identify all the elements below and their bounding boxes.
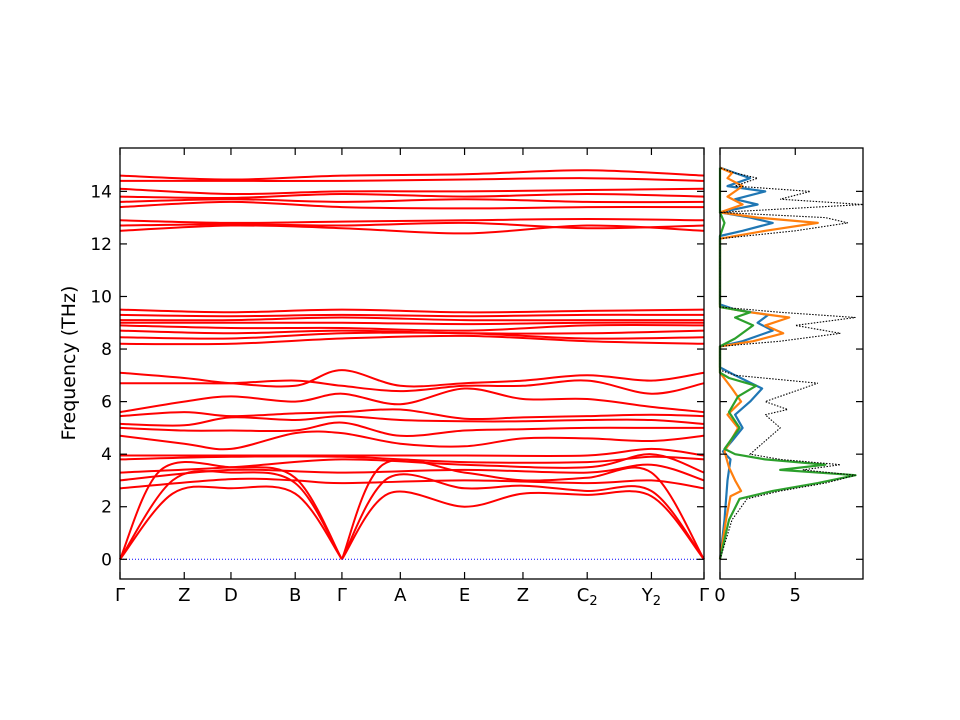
high-symmetry-label: B bbox=[289, 585, 301, 606]
phonon-branch-19 bbox=[119, 334, 705, 346]
band-plot-area bbox=[119, 169, 705, 560]
high-symmetry-label: D bbox=[224, 585, 238, 606]
high-symmetry-label: A bbox=[394, 585, 407, 606]
high-symmetry-label: Y2 bbox=[641, 585, 661, 609]
phonon-branch-34 bbox=[119, 177, 705, 182]
phonon-branch-28 bbox=[119, 221, 705, 230]
y-tick-label: 14 bbox=[90, 182, 112, 202]
y-tick-label: 12 bbox=[90, 235, 112, 255]
phonon-branch-9 bbox=[119, 453, 705, 474]
high-symmetry-label: C2 bbox=[577, 585, 598, 609]
dos-plot-frame bbox=[719, 147, 864, 580]
phonon-branch-21 bbox=[119, 329, 705, 335]
phonon-branch-2 bbox=[119, 469, 343, 560]
phonon-branch-24 bbox=[119, 316, 704, 322]
phonon-branch-14 bbox=[119, 415, 705, 427]
y-tick-label: 2 bbox=[101, 498, 112, 518]
high-symmetry-label: E bbox=[459, 585, 470, 606]
phonon-branch-16 bbox=[119, 387, 705, 414]
dos-x-tick-label: 0 bbox=[714, 585, 725, 606]
dos-series-2 bbox=[718, 166, 819, 560]
y-tick-label: 8 bbox=[101, 340, 112, 360]
dos-y-axis bbox=[720, 190, 863, 560]
phonon-branch-31 bbox=[119, 198, 705, 204]
phonon-branch-30 bbox=[119, 200, 705, 210]
high-symmetry-label: Γ bbox=[699, 585, 709, 606]
phonon-branch-27 bbox=[119, 224, 705, 235]
phonon-branch-18 bbox=[119, 369, 705, 388]
phonon-branch-22 bbox=[119, 324, 705, 332]
phonon-branch-10 bbox=[119, 455, 705, 464]
high-symmetry-label: Z bbox=[517, 585, 529, 606]
band-structure-panel: 0 2 4 6 8 10 12 14 Γ Z D B Γ A E Z C2 Y2 Γ Frequency (THz… bbox=[58, 147, 709, 609]
y-tick-label: 4 bbox=[101, 445, 112, 465]
y-tick-label: 0 bbox=[101, 550, 112, 570]
phonon-branch-5 bbox=[341, 473, 705, 560]
phonon-branch-26 bbox=[119, 308, 705, 314]
phonon-branch-29 bbox=[119, 217, 705, 224]
dos-x-tick-label: 5 bbox=[790, 585, 801, 606]
dos-series-1 bbox=[718, 166, 774, 560]
y-tick-label: 10 bbox=[90, 287, 112, 307]
band-plot-frame bbox=[119, 147, 705, 580]
phonon-branch-6 bbox=[340, 458, 705, 560]
high-symmetry-label: Γ bbox=[337, 585, 347, 606]
phonon-branch-13 bbox=[119, 421, 704, 437]
phonon-branch-33 bbox=[119, 187, 705, 196]
phonon-branch-8 bbox=[119, 463, 705, 482]
phonon-branch-23 bbox=[120, 321, 705, 326]
dos-series-3 bbox=[718, 167, 857, 560]
phonon-branch-1 bbox=[119, 485, 343, 560]
high-symmetry-label: Z bbox=[178, 585, 190, 606]
phonon-branch-4 bbox=[341, 490, 705, 560]
high-symmetry-label: Γ bbox=[115, 585, 125, 606]
phonon-branch-35 bbox=[119, 169, 705, 181]
band-x-axis: Γ Z D B Γ A E Z C2 Y2 Γ bbox=[115, 148, 709, 609]
phonon-branch-25 bbox=[119, 313, 705, 318]
phonon-branch-11 bbox=[119, 447, 705, 457]
band-y-axis: 0 2 4 6 8 10 12 14 bbox=[90, 182, 704, 570]
phonon-branch-32 bbox=[119, 192, 705, 199]
y-tick-label: 6 bbox=[101, 393, 112, 413]
phonon-branch-12 bbox=[119, 430, 705, 451]
phonon-branch-17 bbox=[120, 379, 705, 395]
y-axis-label: Frequency (THz) bbox=[58, 286, 80, 441]
phonon-branch-15 bbox=[119, 408, 705, 421]
phonon-branch-7 bbox=[119, 477, 705, 490]
